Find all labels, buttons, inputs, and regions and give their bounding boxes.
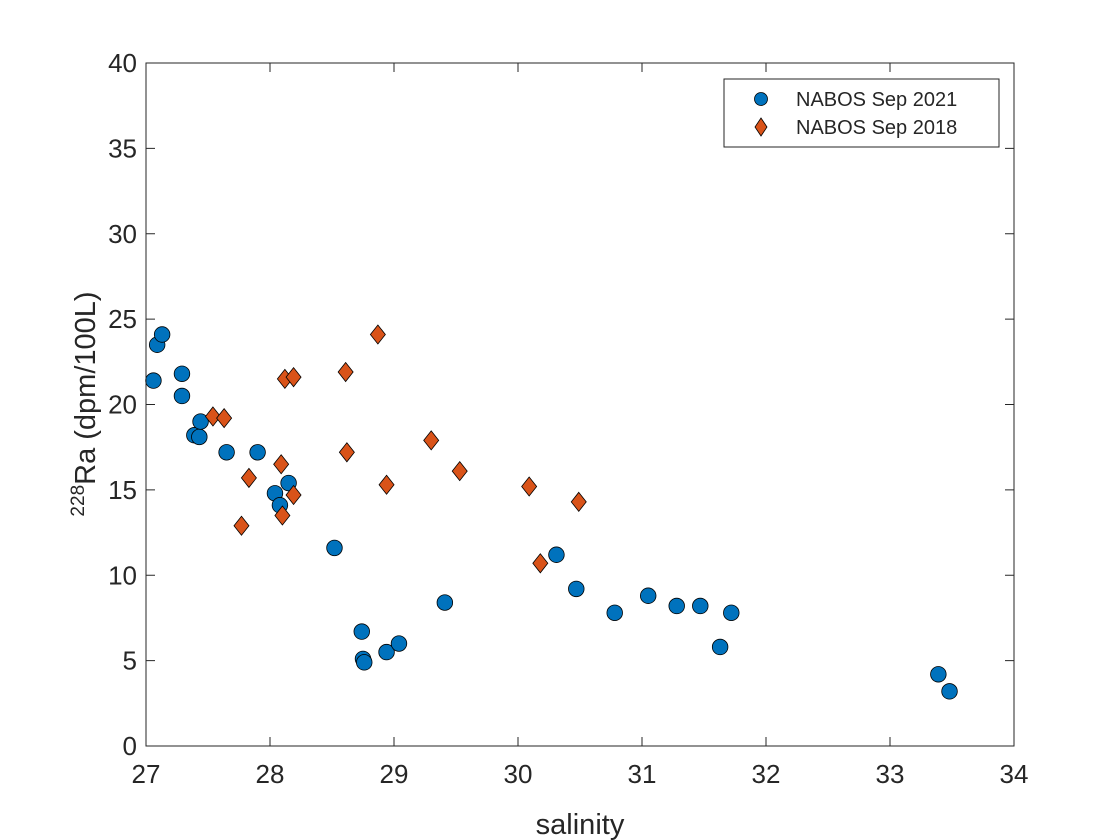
data-point-circle [218, 444, 235, 461]
data-point-circle [692, 597, 709, 615]
legend-marker-circle [754, 92, 768, 106]
x-tick-label: 31 [628, 759, 657, 789]
y-axis-label-main: Ra (dpm/100L) [70, 291, 102, 484]
data-point-circle [173, 387, 191, 405]
y-tick-label: 30 [108, 219, 137, 249]
data-point-diamond [378, 474, 395, 495]
legend-label-2021: NABOS Sep 2021 [796, 89, 957, 111]
data-point-circle [145, 372, 162, 389]
data-point-diamond [423, 430, 440, 451]
y-tick-label: 35 [108, 133, 137, 163]
data-point-circle [941, 683, 958, 700]
data-point-circle [326, 539, 343, 557]
x-tick-label: 32 [752, 759, 781, 789]
data-point-circle [353, 623, 370, 640]
data-point-circle [711, 638, 729, 656]
data-point-diamond [285, 367, 302, 388]
data-point-diamond [369, 324, 386, 345]
data-point-circle [192, 413, 209, 430]
data-point-circle [173, 365, 191, 382]
y-tick-label: 25 [108, 304, 137, 334]
data-markers [145, 324, 958, 700]
y-tick-label: 40 [108, 48, 137, 78]
y-tick-label: 20 [108, 390, 137, 420]
data-point-circle [668, 597, 685, 615]
y-axis-label-superscript: 228 [68, 485, 89, 517]
data-point-diamond [204, 406, 221, 427]
data-point-circle [249, 444, 266, 461]
y-tick-label: 10 [108, 560, 137, 590]
plot-frame [145, 62, 1015, 747]
data-point-circle [356, 654, 373, 671]
x-tick-label: 30 [504, 759, 533, 789]
plot-area [146, 63, 1014, 746]
data-point-diamond [570, 491, 587, 512]
data-point-diamond [274, 505, 291, 526]
data-point-circle [378, 643, 395, 661]
data-point-diamond [451, 460, 468, 482]
series-0 [145, 326, 958, 700]
y-tick-label: 15 [108, 475, 137, 505]
x-tick-label: 29 [380, 759, 409, 789]
data-point-diamond [532, 553, 549, 574]
x-axis-label: salinity [536, 809, 625, 840]
x-tick-labels: 27 28 29 30 31 32 33 34 [132, 759, 1029, 789]
data-point-circle [390, 635, 408, 652]
data-point-circle [723, 604, 740, 622]
data-point-circle [640, 587, 657, 604]
x-tick-label: 27 [132, 759, 161, 789]
data-point-circle [568, 580, 585, 598]
legend: NABOS Sep 2021 NABOS Sep 2018 [723, 78, 1000, 148]
data-point-diamond [521, 476, 538, 497]
x-tick-label: 34 [1000, 759, 1029, 789]
data-point-circle [930, 666, 947, 683]
y-tick-label: 5 [123, 646, 137, 676]
data-point-diamond [233, 515, 250, 536]
data-point-circle [153, 326, 171, 343]
data-point-diamond [240, 467, 257, 489]
data-point-circle [548, 546, 565, 563]
data-point-circle [606, 604, 623, 622]
legend-box [723, 78, 1000, 148]
data-point-diamond [338, 442, 355, 463]
x-tick-label: 33 [876, 759, 905, 789]
series-1 [204, 324, 587, 574]
y-tick-label: 0 [123, 731, 137, 761]
legend-marker-diamond [754, 117, 768, 137]
data-point-circle [436, 594, 454, 611]
legend-label-2018: NABOS Sep 2018 [796, 117, 957, 139]
y-axis-label: 228Ra (dpm/100L) [68, 291, 102, 516]
data-point-diamond [216, 408, 233, 429]
x-tick-label: 28 [256, 759, 285, 789]
data-point-diamond [337, 361, 354, 383]
y-tick-labels: 0 5 10 15 20 25 30 35 40 [108, 48, 137, 761]
data-point-circle [191, 428, 208, 446]
data-point-diamond [285, 484, 302, 506]
data-point-diamond [273, 454, 290, 475]
